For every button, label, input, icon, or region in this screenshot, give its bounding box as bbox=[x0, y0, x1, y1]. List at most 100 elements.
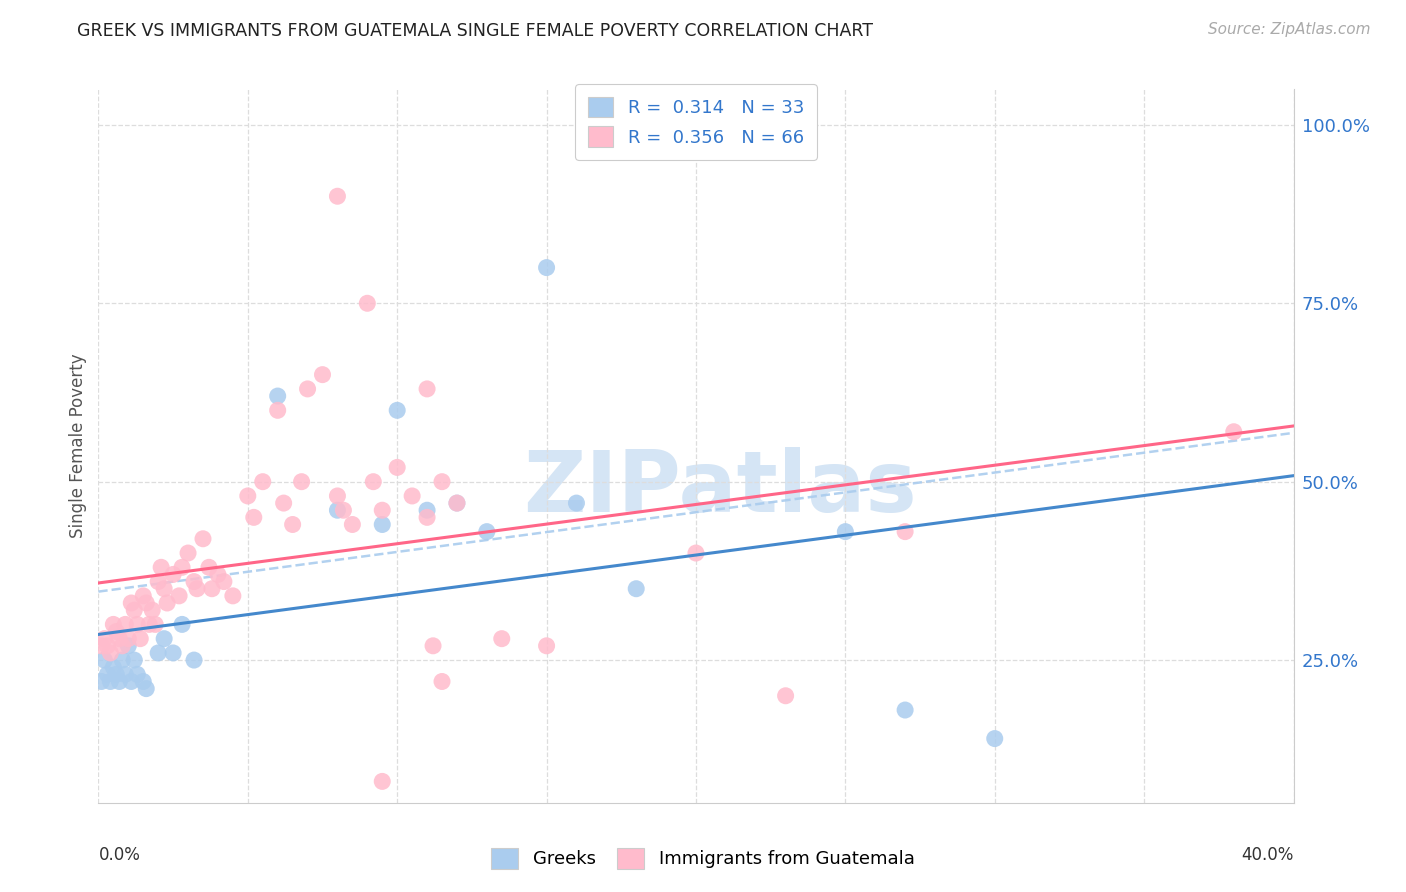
Point bbox=[183, 653, 205, 667]
Point bbox=[177, 546, 200, 560]
Point bbox=[117, 632, 139, 646]
Point bbox=[198, 560, 221, 574]
Point bbox=[236, 489, 259, 503]
Point bbox=[565, 496, 588, 510]
Point bbox=[356, 296, 378, 310]
Point bbox=[114, 617, 136, 632]
Point bbox=[186, 582, 208, 596]
Point bbox=[332, 503, 354, 517]
Point bbox=[90, 639, 112, 653]
Point bbox=[141, 603, 163, 617]
Point bbox=[191, 532, 214, 546]
Point bbox=[834, 524, 856, 539]
Point bbox=[273, 496, 295, 510]
Point bbox=[371, 503, 394, 517]
Point bbox=[153, 582, 176, 596]
Point bbox=[243, 510, 266, 524]
Point bbox=[135, 681, 157, 696]
Legend: Greeks, Immigrants from Guatemala: Greeks, Immigrants from Guatemala bbox=[484, 840, 922, 876]
Text: GREEK VS IMMIGRANTS FROM GUATEMALA SINGLE FEMALE POVERTY CORRELATION CHART: GREEK VS IMMIGRANTS FROM GUATEMALA SINGL… bbox=[77, 22, 873, 40]
Point bbox=[363, 475, 385, 489]
Point bbox=[124, 653, 146, 667]
Point bbox=[291, 475, 314, 489]
Point bbox=[156, 596, 179, 610]
Point bbox=[93, 632, 115, 646]
Point bbox=[446, 496, 468, 510]
Point bbox=[894, 703, 917, 717]
Point bbox=[430, 674, 453, 689]
Point bbox=[103, 617, 125, 632]
Point bbox=[120, 596, 142, 610]
Point bbox=[326, 503, 349, 517]
Point bbox=[148, 646, 170, 660]
Text: ZIPatlas: ZIPatlas bbox=[523, 447, 917, 531]
Point bbox=[132, 674, 155, 689]
Point bbox=[127, 667, 149, 681]
Point bbox=[98, 646, 122, 660]
Point bbox=[685, 546, 707, 560]
Point bbox=[267, 403, 290, 417]
Point bbox=[124, 603, 146, 617]
Point bbox=[401, 489, 423, 503]
Point bbox=[103, 660, 125, 674]
Point bbox=[416, 382, 439, 396]
Legend: R =  0.314   N = 33, R =  0.356   N = 66: R = 0.314 N = 33, R = 0.356 N = 66 bbox=[575, 84, 817, 160]
Point bbox=[536, 260, 558, 275]
Point bbox=[371, 517, 394, 532]
Text: 40.0%: 40.0% bbox=[1241, 846, 1294, 863]
Point bbox=[326, 189, 349, 203]
Point bbox=[96, 667, 118, 681]
Point bbox=[491, 632, 513, 646]
Point bbox=[111, 653, 134, 667]
Point bbox=[430, 475, 453, 489]
Point bbox=[153, 632, 176, 646]
Point bbox=[143, 617, 166, 632]
Point bbox=[129, 632, 152, 646]
Point bbox=[183, 574, 205, 589]
Point bbox=[120, 674, 142, 689]
Point bbox=[132, 589, 155, 603]
Point bbox=[475, 524, 498, 539]
Point bbox=[311, 368, 333, 382]
Point bbox=[252, 475, 274, 489]
Point bbox=[212, 574, 235, 589]
Point bbox=[626, 582, 648, 596]
Point bbox=[446, 496, 468, 510]
Point bbox=[172, 560, 194, 574]
Point bbox=[222, 589, 245, 603]
Point bbox=[108, 632, 131, 646]
Point bbox=[114, 667, 136, 681]
Point bbox=[135, 596, 157, 610]
Point bbox=[90, 674, 112, 689]
Point bbox=[108, 674, 131, 689]
Point bbox=[127, 617, 149, 632]
Point bbox=[162, 646, 184, 660]
Point bbox=[105, 667, 128, 681]
Point bbox=[984, 731, 1007, 746]
Text: Source: ZipAtlas.com: Source: ZipAtlas.com bbox=[1208, 22, 1371, 37]
Point bbox=[894, 524, 917, 539]
Point bbox=[93, 653, 115, 667]
Point bbox=[167, 589, 190, 603]
Point bbox=[775, 689, 797, 703]
Point bbox=[422, 639, 444, 653]
Text: 0.0%: 0.0% bbox=[98, 846, 141, 863]
Point bbox=[385, 403, 409, 417]
Point bbox=[297, 382, 319, 396]
Point bbox=[98, 674, 122, 689]
Point bbox=[342, 517, 364, 532]
Point bbox=[281, 517, 304, 532]
Point bbox=[148, 574, 170, 589]
Point bbox=[150, 560, 173, 574]
Point bbox=[1223, 425, 1246, 439]
Point bbox=[117, 639, 139, 653]
Point bbox=[172, 617, 194, 632]
Point bbox=[385, 460, 409, 475]
Point bbox=[267, 389, 290, 403]
Point bbox=[207, 567, 229, 582]
Y-axis label: Single Female Poverty: Single Female Poverty bbox=[69, 354, 87, 538]
Point bbox=[96, 639, 118, 653]
Point bbox=[326, 489, 349, 503]
Point bbox=[371, 774, 394, 789]
Point bbox=[111, 639, 134, 653]
